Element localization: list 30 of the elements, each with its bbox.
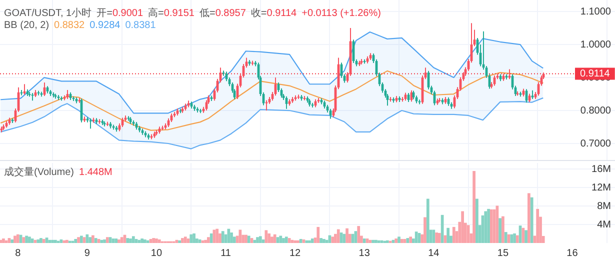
x-tick-label: 15 [497,248,509,259]
x-tick-label: 8 [15,248,22,259]
y-tick-label: 16M [592,164,611,175]
legend-title: BB (20, 2) [4,20,50,31]
text: 0.8832 [54,20,85,31]
y-tick-label: 0.8000 [580,105,612,116]
x-tick-label: 11 [220,248,232,259]
y-tick-label: 0.7000 [580,138,612,150]
text: 0.9284 [90,20,120,31]
annotation: 高=0.9151 [148,8,194,19]
x-tick-label: 13 [358,248,370,259]
x-tick-label: 16 [566,248,578,259]
ref-line-label: 0.9114 [580,68,610,80]
x-tick-label: 10 [150,248,162,259]
y-tick-label: 12M [592,182,611,194]
y-tick-label: 1.1000 [580,6,612,18]
annotation: +0.0113 (+1.26%) [302,8,381,19]
chart-title: 成交量(Volume) [4,167,74,178]
text: GOAT/USDT, 1小时 [4,8,92,19]
y-tick-label: 4M [597,219,611,230]
text: 0.8381 [125,20,156,31]
annotation: 收=0.9114 [250,8,297,19]
y-tick-label: 8M [597,200,611,212]
x-tick-label: 9 [84,248,90,259]
x-tick-label: 12 [290,248,302,259]
annotation: 低=0.8957 [199,8,246,19]
annotation: 开=0.9001 [96,8,144,19]
x-tick-label: 14 [428,248,440,259]
annotation: 1.448M [79,167,112,178]
y-tick-label: 1.0000 [580,39,612,50]
